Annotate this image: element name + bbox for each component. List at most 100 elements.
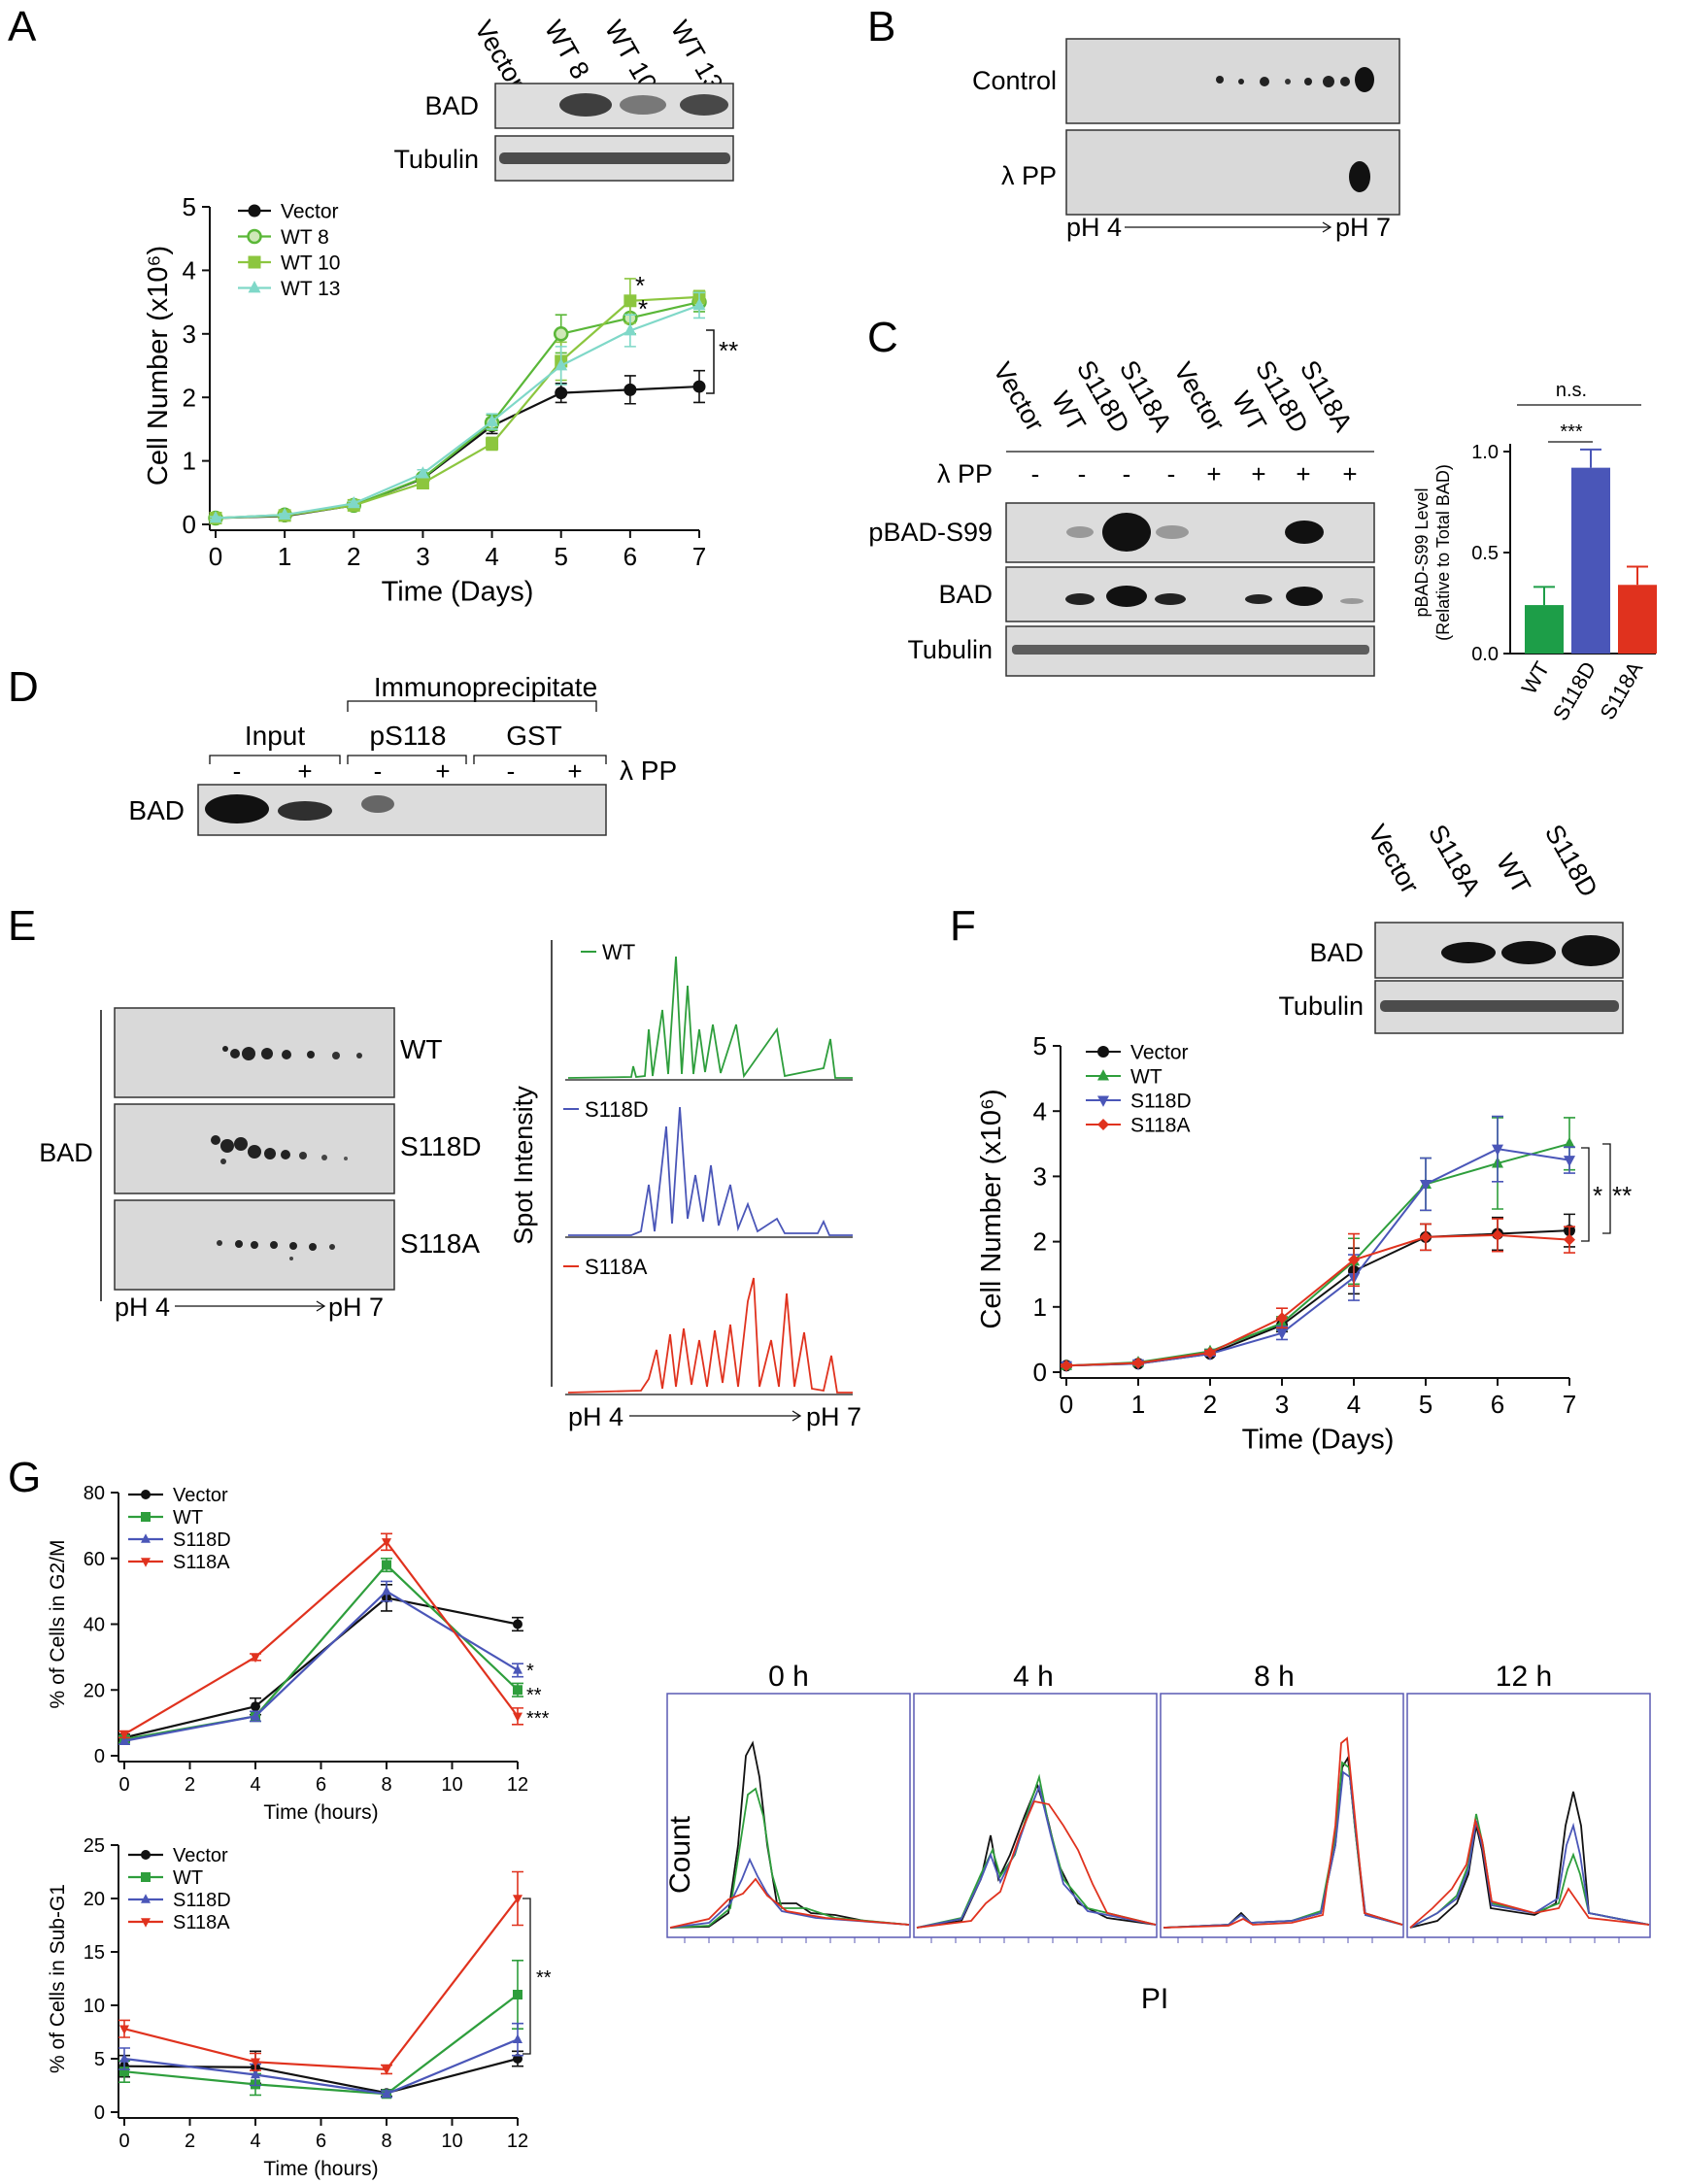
panel-letter-b: B bbox=[867, 3, 895, 50]
series-wt-13: WT 13 bbox=[209, 278, 706, 523]
y-tick-label: 0 bbox=[94, 2102, 105, 2124]
data-point bbox=[382, 1560, 391, 1570]
sig-label: * bbox=[638, 294, 648, 323]
y-tick-label: 1 bbox=[1033, 1293, 1047, 1322]
bar-s118a bbox=[1618, 585, 1657, 654]
lambda-sign: - bbox=[507, 756, 516, 786]
data-point bbox=[1097, 1046, 1109, 1058]
c-blot-label: Tubulin bbox=[907, 635, 993, 664]
flow-12h: 12 h bbox=[1406, 1661, 1651, 1938]
flow-4h: 4 h bbox=[913, 1661, 1158, 1938]
e-legend: S118A bbox=[585, 1255, 648, 1279]
legend-label: S118A bbox=[173, 1552, 230, 1573]
y-axis-label: % of Cells in Sub-G1 bbox=[47, 1884, 69, 2073]
series-s118a: S118A bbox=[118, 1870, 523, 2075]
y-tick-label: 80 bbox=[84, 1483, 105, 1504]
b-blot-label: Control bbox=[972, 66, 1057, 95]
series-line bbox=[215, 304, 700, 520]
lambda-sign: + bbox=[1342, 459, 1357, 488]
y-tick-label: 0 bbox=[183, 510, 196, 539]
d-group-ip: Immunoprecipitate bbox=[374, 672, 597, 702]
data-point bbox=[251, 1710, 260, 1721]
data-point bbox=[513, 2033, 522, 2043]
x-tick-label: 1 bbox=[1131, 1390, 1145, 1419]
x-tick-label: 10 bbox=[441, 2131, 462, 2152]
flow-title: 8 h bbox=[1254, 1661, 1295, 1693]
c-blot-label: BAD bbox=[938, 580, 993, 609]
sig-label: ** bbox=[719, 336, 738, 365]
sig-label: n.s. bbox=[1556, 380, 1587, 401]
panel-letter-f: F bbox=[950, 902, 976, 950]
data-point bbox=[1420, 1230, 1432, 1243]
a-significance: * * ** bbox=[635, 271, 738, 394]
series-s118d: S118D bbox=[118, 1890, 523, 2099]
flow-panels: Count PI 0 h 4 h 8 h 12 h bbox=[664, 1661, 1651, 2015]
lambda-sign: + bbox=[567, 756, 582, 786]
data-point bbox=[119, 2025, 129, 2034]
flow-ticks bbox=[684, 1937, 1620, 1943]
data-point bbox=[513, 1664, 522, 1674]
x-tick-label: 6 bbox=[623, 542, 637, 571]
x-tick-label: 8 bbox=[381, 1774, 391, 1796]
x-tick-label: 7 bbox=[1563, 1390, 1576, 1419]
f-lane-label: Vector bbox=[1363, 820, 1425, 898]
data-point bbox=[486, 414, 499, 426]
x-tick-label: 3 bbox=[1275, 1390, 1289, 1419]
y-tick-label: 2 bbox=[183, 383, 196, 412]
data-point bbox=[513, 1895, 522, 1904]
data-point bbox=[248, 281, 261, 293]
panel-letter-d: D bbox=[8, 663, 39, 711]
series-line bbox=[1065, 1142, 1570, 1367]
c-lane-label: WT bbox=[1046, 386, 1092, 436]
e-profile-ph-start: pH 4 bbox=[568, 1402, 623, 1431]
x-tick-label: 0 bbox=[118, 2131, 129, 2152]
x-tick-label: 10 bbox=[441, 1774, 462, 1796]
e-gel-s118d bbox=[114, 1103, 395, 1194]
y-axis-label: Cell Number (x10⁶) bbox=[976, 1089, 1007, 1328]
error-bar bbox=[1580, 448, 1601, 468]
x-tick-label: 0 bbox=[118, 1774, 129, 1796]
x-tick-label: 4 bbox=[250, 1774, 260, 1796]
bracket bbox=[473, 755, 607, 764]
data-point bbox=[1276, 1328, 1288, 1340]
a-lane-label: Vector bbox=[469, 16, 531, 94]
y-axis-label: Cell Number (x10⁶) bbox=[143, 246, 174, 486]
y-tick-label: 0.5 bbox=[1471, 543, 1499, 564]
x-tick-label: 4 bbox=[485, 542, 498, 571]
e-ph-start: pH 4 bbox=[115, 1293, 170, 1322]
data-point bbox=[382, 1538, 391, 1548]
e-profile-s118a: S118A bbox=[563, 1255, 853, 1395]
x-tick-label: 5 bbox=[1419, 1390, 1432, 1419]
chart-a-growth: 0 1 2 3 4 5 0 1 2 3 4 5 6 7 Time (Days) Cell Number (x1… bbox=[143, 192, 707, 608]
data-point bbox=[513, 1712, 522, 1723]
data-point bbox=[251, 1653, 260, 1663]
f-blot-label: BAD bbox=[1309, 938, 1364, 967]
x-tick-label: 0 bbox=[209, 542, 222, 571]
x-tick-label: 2 bbox=[185, 2131, 195, 2152]
d-group-input: Input bbox=[245, 721, 305, 751]
series-line bbox=[215, 385, 700, 520]
y-axis-label-line: (Relative to Total BAD) bbox=[1433, 464, 1453, 641]
x-tick-label: WT bbox=[1517, 657, 1555, 698]
data-point bbox=[119, 1735, 129, 1745]
data-point bbox=[1132, 1357, 1144, 1369]
panel-letter-e: E bbox=[8, 902, 36, 950]
f-blot-tubulin bbox=[1374, 980, 1624, 1034]
sig-label: * bbox=[526, 1661, 534, 1682]
data-point bbox=[1564, 1233, 1575, 1246]
series-line bbox=[123, 1596, 519, 1739]
lambda-sign: + bbox=[435, 756, 450, 786]
data-point bbox=[141, 1872, 151, 1882]
sig-label: *** bbox=[526, 1708, 550, 1730]
y-axis-label: pBAD-S99 Level (Relative to Total BAD) bbox=[1412, 464, 1453, 641]
lambda-sign: + bbox=[1251, 459, 1265, 488]
bracket bbox=[209, 755, 341, 764]
f-lane-labels: Vector S118A WT S118D bbox=[1363, 820, 1603, 902]
data-point bbox=[247, 228, 262, 245]
data-point bbox=[1348, 1254, 1360, 1266]
legend-label: Vector bbox=[281, 200, 339, 222]
sig-label: ** bbox=[1612, 1181, 1632, 1210]
series-s118a: S118A bbox=[118, 1532, 523, 1740]
x-axis-label: Time (Days) bbox=[1242, 1425, 1395, 1456]
